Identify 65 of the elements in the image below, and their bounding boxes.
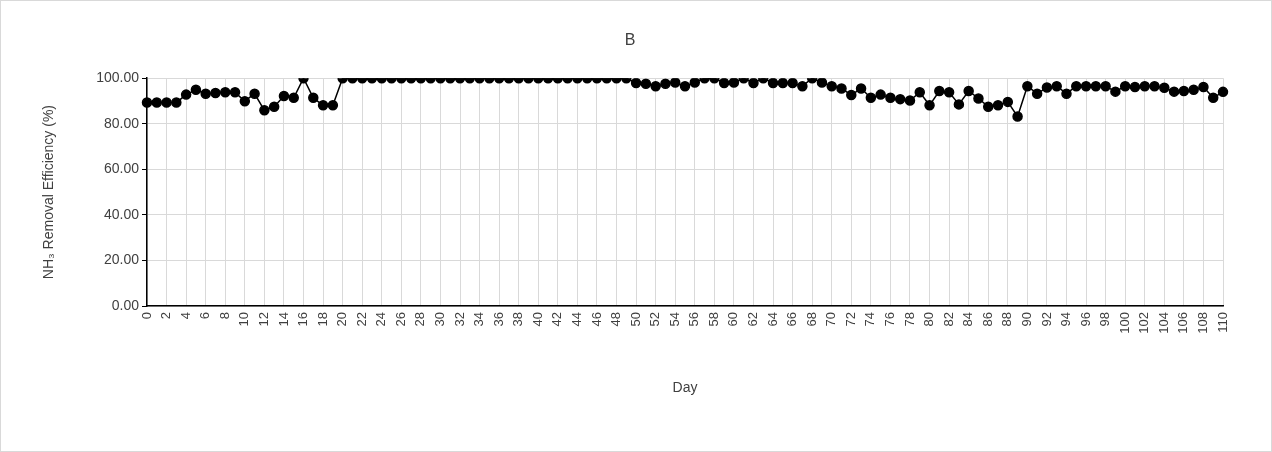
- y-tick-label: 20.00: [103, 251, 140, 268]
- x-tick-label: 102: [1136, 312, 1152, 334]
- x-tick-label: 32: [451, 312, 467, 327]
- x-tick-label: 100: [1116, 312, 1132, 334]
- x-tick-label: 40: [529, 312, 545, 327]
- x-tick-label: 106: [1175, 312, 1191, 334]
- y-tick-label: 100.00: [96, 69, 140, 86]
- x-tick-label: 76: [882, 312, 897, 327]
- x-tick-label: 72: [842, 312, 858, 327]
- x-tick-label: 92: [1038, 312, 1054, 327]
- x-tick-label: 94: [1058, 312, 1074, 327]
- x-tick-label: 26: [392, 312, 408, 327]
- x-tick-label: 52: [647, 312, 663, 327]
- x-tick-label: 2: [158, 312, 174, 320]
- x-tick-label: 36: [490, 312, 506, 327]
- x-tick-label: 34: [471, 312, 487, 327]
- y-axis-title: NH₃ Removal Efficiency (%): [40, 104, 57, 280]
- x-tick-label: 108: [1195, 312, 1211, 334]
- x-tick-label: 50: [627, 312, 643, 327]
- x-tick-label: 110: [1214, 312, 1230, 333]
- x-tick-label: 42: [549, 312, 565, 327]
- x-tick-label: 84: [960, 312, 976, 327]
- x-tick-label: 6: [197, 312, 213, 320]
- x-tick-label: 104: [1155, 312, 1171, 334]
- x-tick-label: 54: [666, 312, 682, 327]
- x-tick-label: 10: [236, 312, 252, 327]
- x-tick-label: 8: [216, 312, 232, 320]
- x-tick-label: 98: [1097, 312, 1113, 327]
- x-tick-label: 30: [432, 312, 448, 327]
- x-tick-label: 62: [745, 312, 761, 327]
- x-tick-label: 4: [177, 312, 193, 320]
- x-tick-label: 20: [334, 312, 350, 327]
- x-tick-label: 58: [705, 312, 721, 327]
- x-tick-label: 28: [412, 312, 428, 327]
- x-tick-label: 24: [373, 312, 389, 327]
- y-tick-label: 80.00: [103, 114, 140, 131]
- x-tick-label: 48: [608, 312, 624, 327]
- x-tick-label: 56: [686, 312, 702, 327]
- x-tick-label: 90: [1018, 312, 1034, 327]
- x-tick-label: 0: [138, 312, 154, 320]
- x-tick-label: 22: [353, 312, 369, 327]
- y-tick-label: 0.00: [111, 296, 140, 313]
- x-tick-label: 88: [999, 312, 1015, 327]
- y-tick-label: 40.00: [103, 205, 140, 222]
- x-tick-label: 96: [1077, 312, 1093, 327]
- x-tick-label: 12: [255, 312, 271, 327]
- x-tick-label: 46: [588, 312, 604, 327]
- x-tick-label: 16: [295, 312, 311, 327]
- x-tick-label: 78: [901, 312, 917, 327]
- x-tick-label: 86: [979, 312, 995, 327]
- x-tick-label: 70: [823, 312, 839, 327]
- x-tick-label: 18: [314, 312, 330, 327]
- x-axis-title: Day: [672, 379, 698, 396]
- x-tick-label: 82: [940, 312, 956, 327]
- x-tick-label: 60: [725, 312, 741, 327]
- chart-title: B: [624, 31, 636, 49]
- x-tick-label: 68: [803, 312, 819, 327]
- x-tick-label: 74: [862, 312, 878, 327]
- y-tick-label: 60.00: [103, 160, 140, 177]
- x-tick-label: 80: [921, 312, 937, 327]
- x-tick-label: 66: [784, 312, 800, 327]
- x-tick-label: 38: [510, 312, 526, 327]
- x-tick-label: 44: [568, 312, 584, 327]
- x-tick-label: 14: [275, 312, 291, 327]
- x-tick-label: 64: [764, 312, 780, 327]
